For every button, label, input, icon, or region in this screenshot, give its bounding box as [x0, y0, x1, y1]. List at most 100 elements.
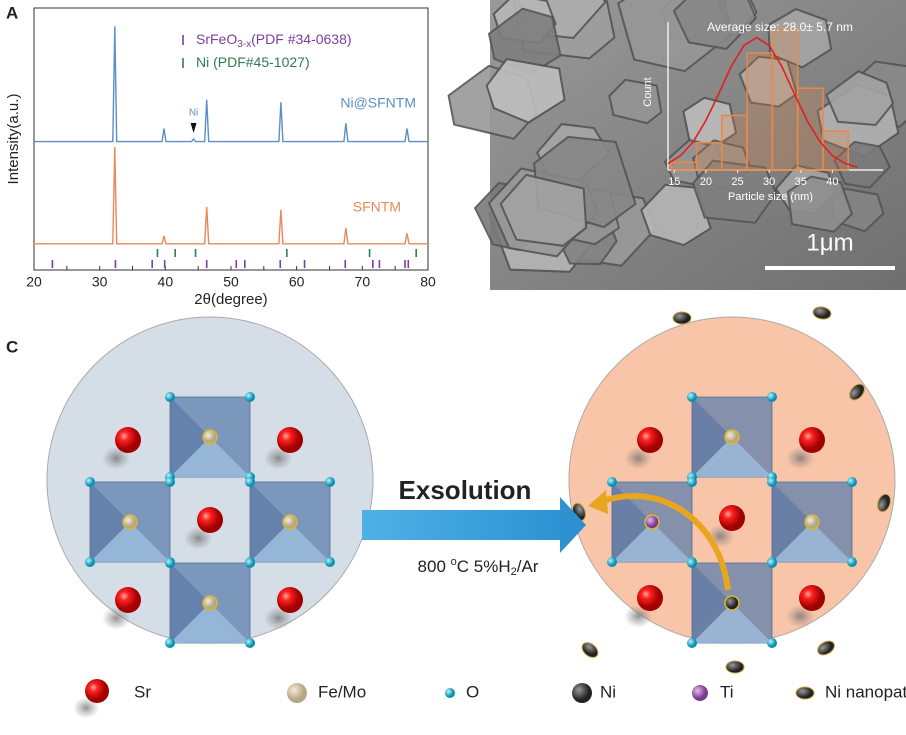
legend-sr — [85, 679, 109, 703]
center-ring — [644, 514, 660, 530]
legend-label: Ti — [720, 682, 734, 701]
oxygen-atom — [325, 557, 335, 567]
legend-label: Ni — [600, 682, 616, 701]
sr-atom — [115, 587, 141, 613]
panel-label: C — [6, 337, 18, 356]
center-ring — [202, 429, 218, 445]
condition-text: 2 — [511, 566, 517, 578]
annotation: Ni — [189, 108, 198, 119]
ni-nanoparticle — [877, 493, 891, 513]
legend-nanoparticle — [795, 686, 815, 700]
grain — [691, 159, 778, 224]
exsolution-arrowhead — [588, 490, 608, 514]
fe-atom — [203, 596, 217, 610]
legend-label: SrFeO3-x(PDF #34-0638) — [196, 31, 352, 50]
oxygen-atom — [607, 557, 617, 567]
x-tick-label: 25 — [731, 176, 743, 188]
process-label: Exsolution — [399, 475, 532, 505]
plot-frame — [33, 7, 429, 271]
center-ring — [724, 429, 740, 445]
annotation-arrow — [190, 123, 197, 133]
x-tick-label: 40 — [826, 176, 838, 188]
legend-ni — [572, 683, 592, 703]
legend-label: O — [466, 682, 479, 701]
x-tick-label: 70 — [355, 274, 371, 290]
xrd-line — [34, 146, 428, 245]
oxygen-atom — [607, 477, 617, 487]
octahedron-face — [170, 563, 210, 643]
oxygen-atom — [245, 558, 255, 568]
xrd-line — [34, 26, 428, 143]
oxygen-atom — [165, 638, 175, 648]
condition-text: C 5%H — [457, 557, 511, 576]
center-ring — [202, 595, 218, 611]
oxygen-atom — [687, 477, 697, 487]
legend-o — [445, 688, 455, 698]
atom-shadow — [102, 606, 131, 630]
octahedron-face — [692, 437, 772, 477]
oxygen-atom — [85, 557, 95, 567]
condition-text: 800 — [418, 557, 451, 576]
octahedron-face — [170, 437, 250, 477]
ni-nanoparticle — [672, 311, 692, 325]
legend-ti — [692, 685, 708, 701]
legend-label: Ni nanopaticle — [825, 682, 906, 701]
legend-text: 3-x — [237, 39, 251, 50]
octahedron-face — [772, 522, 852, 562]
process-arrow — [362, 497, 586, 553]
legend-text: (PDF #34-0638) — [251, 31, 351, 47]
octahedron-face — [612, 482, 652, 562]
center-ring — [282, 514, 298, 530]
oxygen-atom — [85, 477, 95, 487]
oxygen-atom — [767, 558, 777, 568]
oxygen-atom — [245, 477, 255, 487]
ni-atom — [725, 596, 739, 610]
hist-bar — [721, 114, 748, 171]
sr-atom — [115, 427, 141, 453]
sr-atom — [719, 505, 745, 531]
octahedron-face — [692, 397, 732, 477]
ni-nanoparticle — [812, 306, 832, 320]
legend-label: Sr — [134, 682, 151, 701]
grain — [825, 70, 895, 127]
oxygen-atom — [847, 477, 857, 487]
legend-text: Ni (PDF#45-1027) — [196, 54, 310, 70]
oxygen-atom — [847, 557, 857, 567]
scale-bar-label: 1μm — [806, 229, 853, 256]
atom-shadow — [786, 446, 815, 470]
y-axis-label: Count — [642, 77, 654, 106]
fe-atom — [283, 515, 297, 529]
xrd-chart: 20 30 40 50 60 70 80 2θ(degree) Intensity(a.u.) N… — [5, 7, 436, 308]
octahedron-face — [90, 482, 130, 562]
sr-atom — [799, 585, 825, 611]
x-axis-label: Particle size (nm) — [728, 191, 813, 203]
histogram-inset: 15 20 25 30 35 40 Particle size (nm) Count Avera… — [642, 20, 883, 203]
fe-atom — [725, 430, 739, 444]
atom-shadow — [102, 446, 131, 470]
atom-shadow — [264, 446, 293, 470]
octahedron-face — [692, 603, 772, 643]
x-tick-label: 30 — [92, 274, 108, 290]
hist-bar — [670, 161, 698, 171]
octahedron-face — [772, 482, 812, 562]
ni-nanoparticle — [817, 640, 835, 656]
hist-bar — [771, 29, 799, 171]
x-tick-label: 60 — [289, 274, 305, 290]
diagram: Exsolution 800 oC 5%H2/Ar Sr Fe/Mo O Ni Ti Ni n… — [46, 306, 906, 719]
grain — [485, 57, 566, 124]
legend-fe — [287, 683, 307, 703]
panel-label: A — [6, 3, 18, 22]
x-axis-label: 2θ(degree) — [194, 291, 267, 308]
oxygen-atom — [165, 477, 175, 487]
atom-shadow — [184, 526, 213, 550]
sr-atom — [277, 587, 303, 613]
exsolution-arrow — [598, 492, 731, 591]
octahedron-face — [692, 563, 732, 643]
x-tick-label: 30 — [763, 176, 775, 188]
octahedron-face — [612, 522, 692, 562]
sr-atom — [637, 427, 663, 453]
x-tick-label: 50 — [223, 274, 239, 290]
octahedron-face — [250, 482, 290, 562]
atom-shadow — [264, 606, 293, 630]
